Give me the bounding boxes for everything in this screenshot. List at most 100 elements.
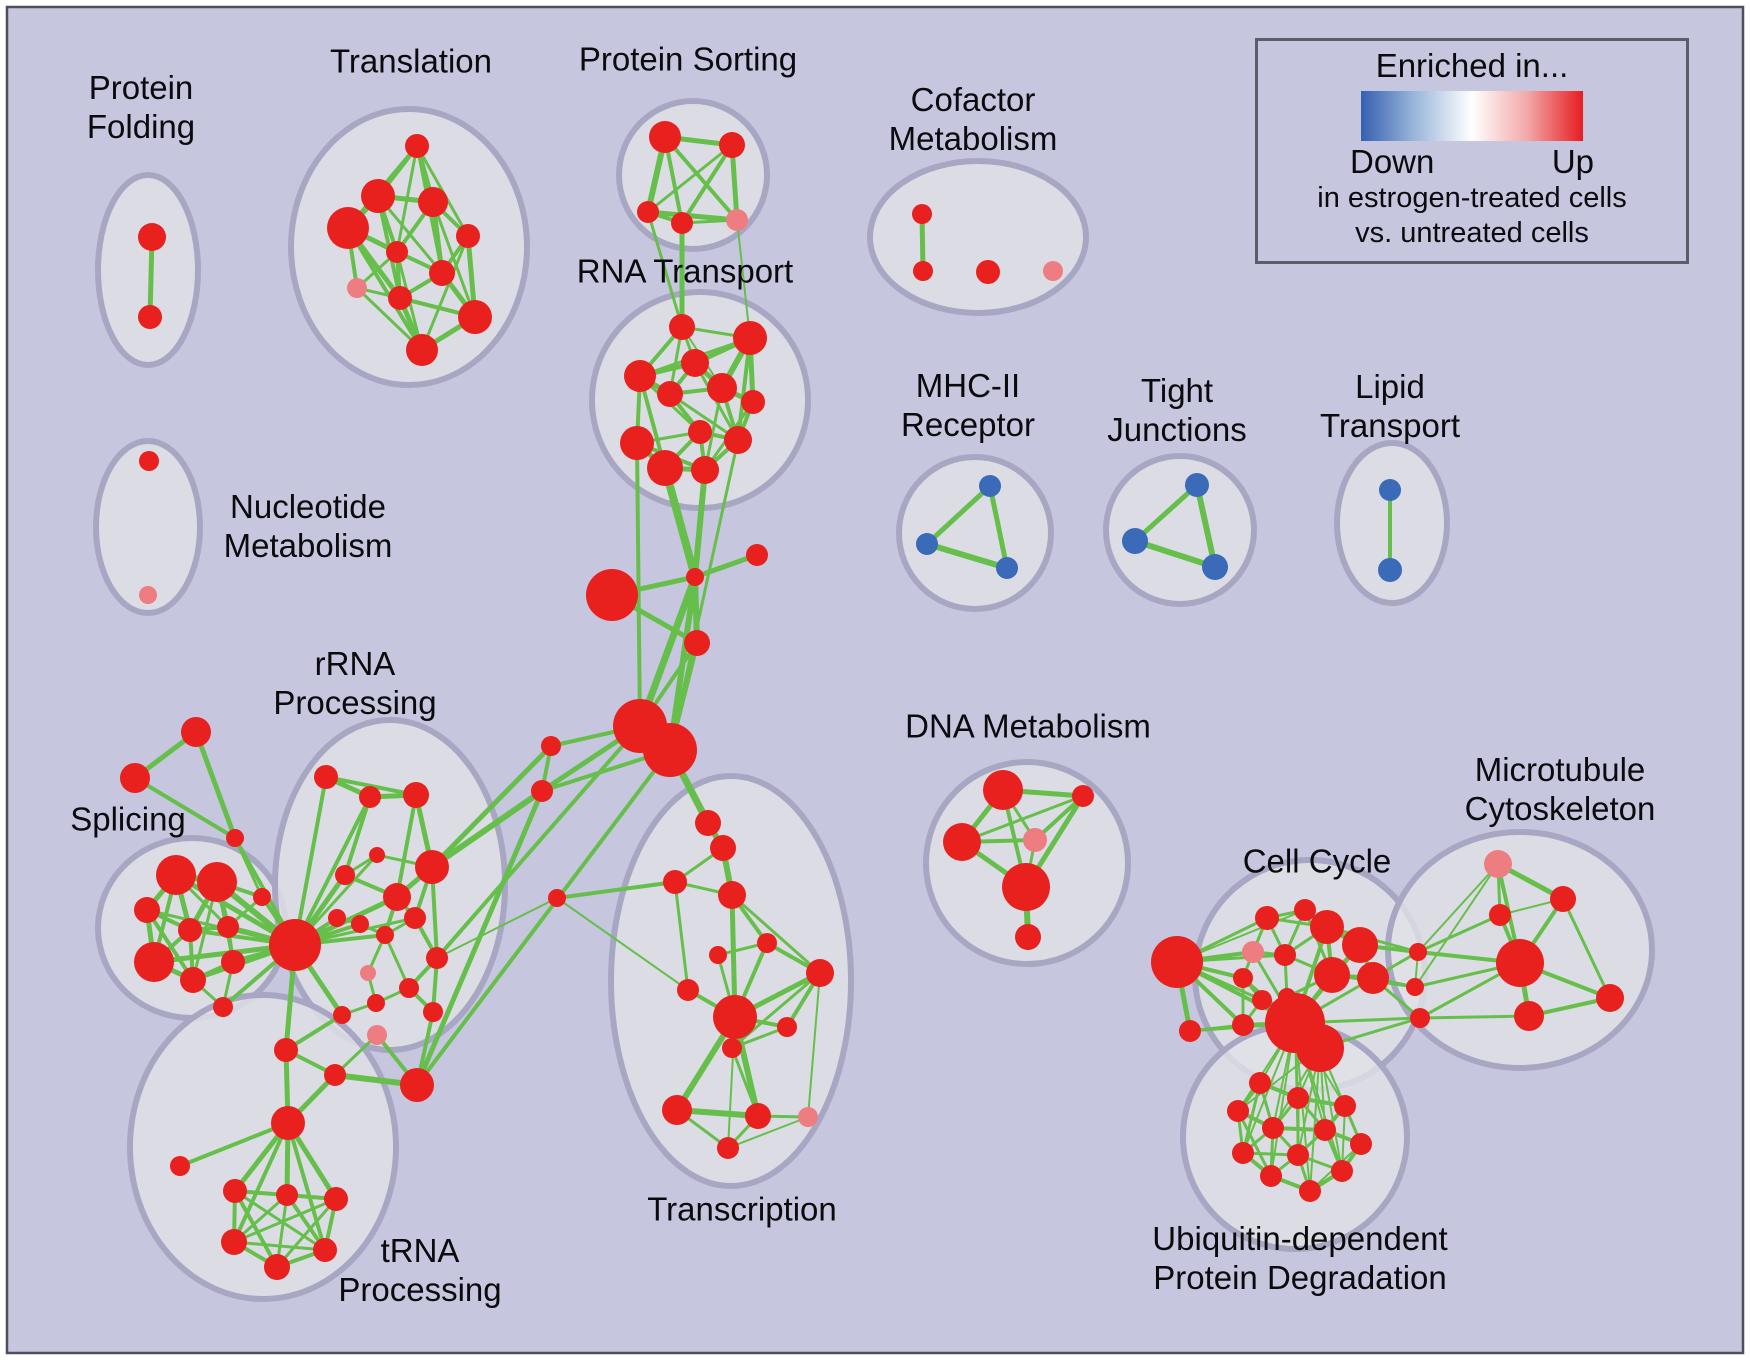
gene-set-node-up: [663, 870, 687, 894]
gene-set-node-up: [120, 763, 150, 793]
gene-set-node-up: [1409, 943, 1427, 961]
edge: [435, 724, 642, 960]
legend-title: Enriched in...: [1375, 47, 1569, 84]
edge: [1561, 897, 1612, 1000]
gene-set-node-up: [1151, 936, 1203, 988]
edge: [275, 1197, 338, 1269]
edge: [233, 1189, 279, 1269]
edge: [635, 441, 642, 728]
gene-set-node-up: [1299, 1180, 1321, 1202]
gene-set-node-weak-up: [367, 1025, 387, 1045]
gene-set-node-up: [314, 765, 338, 789]
edge: [431, 200, 477, 319]
gene-set-node-up: [548, 889, 566, 907]
gene-set-node-up: [264, 1254, 290, 1280]
edge: [1414, 863, 1499, 988]
gene-set-node-up: [647, 450, 683, 486]
gene-set-node-up: [1015, 924, 1041, 950]
gene-set-node-up: [429, 260, 455, 286]
gene-set-node-up: [217, 916, 239, 938]
gene-set-node-up: [1350, 1133, 1372, 1155]
edge: [324, 775, 418, 797]
gene-set-node-up: [1233, 968, 1253, 988]
gene-set-node-weak-up: [139, 586, 157, 604]
gene-set-node-up: [745, 1103, 771, 1129]
edge: [661, 464, 699, 581]
gene-set-node-up: [983, 770, 1023, 810]
edge: [415, 748, 672, 1087]
gene-set-node-up: [1314, 1119, 1336, 1141]
edge: [293, 775, 328, 947]
edge: [646, 143, 734, 214]
edge: [133, 776, 237, 840]
gene-set-node-up: [213, 997, 233, 1017]
gene-set-node-up: [943, 823, 981, 861]
gene-set-node-up: [684, 630, 710, 656]
gene-set-node-down: [1379, 479, 1401, 501]
gene-set-node-up: [1294, 899, 1316, 921]
gene-set-node-down: [996, 557, 1018, 579]
gene-set-node-up: [359, 786, 381, 808]
gene-set-node-up: [180, 967, 206, 993]
gene-set-node-up: [1357, 962, 1389, 994]
gene-set-node-up: [586, 569, 638, 621]
edge: [232, 1240, 327, 1252]
gene-set-node-up: [276, 1184, 298, 1206]
edge: [555, 880, 677, 900]
gene-set-node-up: [456, 224, 480, 248]
gene-set-node-up: [669, 314, 695, 340]
edge: [556, 897, 689, 991]
gene-set-node-up: [1296, 1024, 1344, 1072]
edge: [343, 795, 372, 877]
legend-up-label: Up: [1551, 143, 1594, 180]
legend-box: Enriched in... Down Up in estrogen-treat…: [1255, 38, 1689, 264]
gene-set-node-up: [688, 420, 712, 444]
gene-set-node-up: [1489, 904, 1511, 926]
gene-set-node-up: [1179, 1020, 1201, 1042]
gene-set-node-up: [713, 995, 757, 1039]
edge: [436, 897, 558, 959]
gene-set-node-up: [718, 881, 746, 909]
gene-set-node-up: [170, 1156, 190, 1176]
cluster-ellipse-cofactor-metabolism: [867, 158, 1089, 316]
gene-set-node-up: [976, 260, 1000, 284]
gene-set-node-up: [178, 918, 202, 942]
gene-set-node-up: [637, 201, 659, 223]
gene-set-node-up: [134, 897, 160, 923]
gene-set-node-up: [649, 121, 681, 153]
edge: [736, 219, 751, 339]
gene-set-node-up: [719, 132, 745, 158]
gene-set-node-up: [458, 300, 492, 334]
edge: [987, 483, 1010, 571]
gene-set-node-up: [426, 947, 448, 969]
gene-set-node-up: [620, 426, 654, 460]
gene-set-node-weak-up: [1023, 828, 1047, 852]
gene-set-node-up: [1596, 984, 1624, 1012]
edge: [663, 135, 739, 222]
gene-set-node-up: [138, 305, 162, 329]
gene-set-node-up: [733, 321, 767, 355]
edge: [924, 541, 1010, 571]
cluster-ellipse-nucleotide-metabolism: [93, 438, 203, 616]
cluster-ellipse-protein-folding: [95, 172, 201, 368]
gene-set-node-up: [681, 349, 709, 377]
edge: [429, 788, 545, 870]
gene-set-node-up: [1331, 1160, 1353, 1182]
gene-set-node-up: [709, 946, 727, 964]
gene-set-node-up: [686, 568, 704, 586]
gene-set-node-up: [1406, 978, 1424, 996]
edge: [727, 1116, 809, 1149]
gene-set-node-up: [657, 381, 683, 407]
gene-set-node-up: [531, 780, 553, 802]
gene-set-node-up: [1314, 957, 1350, 993]
gene-set-node-up: [912, 204, 932, 224]
gene-set-node-down: [979, 475, 1001, 497]
gene-set-node-up: [671, 212, 693, 234]
edge: [232, 1197, 338, 1244]
gene-set-node-up: [139, 451, 159, 471]
legend-gradient-bar: [1361, 91, 1583, 141]
edge: [395, 793, 418, 899]
gene-set-node-up: [335, 865, 355, 885]
edge: [145, 908, 195, 982]
gene-set-node-down: [1378, 558, 1402, 582]
